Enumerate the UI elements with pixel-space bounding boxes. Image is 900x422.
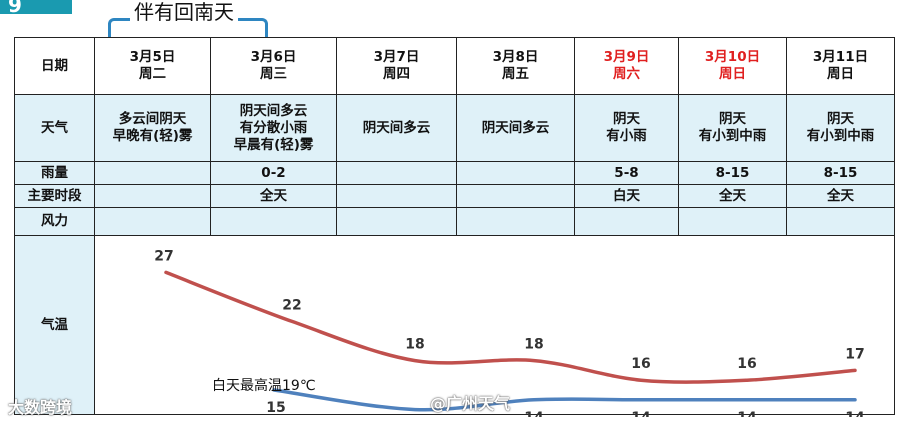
date-cell: 3月5日 周二 xyxy=(94,37,211,95)
row-label-rain: 雨量 xyxy=(14,161,95,185)
data-label: 15 xyxy=(266,400,285,416)
date-label: 3月11日 xyxy=(812,49,869,65)
rain-cell xyxy=(456,161,575,185)
weather-cell: 多云间阴天 早晚有(轻)雾 xyxy=(94,94,211,162)
period-cell: 全天 xyxy=(786,184,895,208)
weather-line: 有分散小雨 xyxy=(239,119,308,136)
data-label: 14 xyxy=(631,410,651,417)
weather-line: 有小雨 xyxy=(606,128,647,144)
temperature-plot-cell xyxy=(94,235,895,415)
rain-cell: 5-8 xyxy=(574,161,679,185)
weekday-label: 周四 xyxy=(383,66,410,82)
weekday-label: 周五 xyxy=(502,66,529,82)
weather-line: 早晨有(轻)雾 xyxy=(233,136,314,153)
section-badge: 9 xyxy=(0,0,72,14)
weather-line: 有小到中雨 xyxy=(806,128,875,144)
weekday-label: 周三 xyxy=(260,66,287,82)
weekday-label: 周日 xyxy=(719,66,746,82)
wind-row: 风力 xyxy=(14,207,895,236)
weather-line: 阴天 xyxy=(719,111,746,127)
data-label: 27 xyxy=(154,248,173,264)
weather-line: 阴天间多云 xyxy=(239,102,308,119)
weather-cell: 阴天间多云 有分散小雨 早晨有(轻)雾 xyxy=(210,94,337,162)
wind-cell xyxy=(94,207,211,236)
weather-cell: 阴天间多云 xyxy=(456,94,575,162)
date-cell-weekend: 3月10日 周日 xyxy=(678,37,787,95)
rain-cell: 0-2 xyxy=(210,161,337,185)
period-cell: 全天 xyxy=(678,184,787,208)
wind-cell xyxy=(678,207,787,236)
weather-line: 阴天 xyxy=(827,111,854,127)
date-label: 3月5日 xyxy=(129,49,176,65)
period-cell: 全天 xyxy=(210,184,337,208)
series-line-high xyxy=(164,270,857,384)
period-cell: 白天 xyxy=(574,184,679,208)
wind-cell xyxy=(210,207,337,236)
row-label-weather: 天气 xyxy=(14,94,95,162)
weather-cell: 阴天 有小到中雨 xyxy=(678,94,787,162)
data-label: 17 xyxy=(845,346,864,362)
weather-line: 有小到中雨 xyxy=(698,128,767,144)
weekday-label: 周二 xyxy=(139,66,166,82)
data-label: 14 xyxy=(737,410,757,417)
row-label-wind: 风力 xyxy=(14,207,95,236)
weather-line: 阴天 xyxy=(613,111,640,127)
data-label: 16 xyxy=(737,356,756,372)
temperature-row: 气温 xyxy=(14,235,895,415)
row-label-temperature: 气温 xyxy=(14,235,95,415)
wind-cell xyxy=(456,207,575,236)
series-line-low xyxy=(272,388,857,412)
weather-line: 多云间阴天 xyxy=(118,111,187,127)
weather-line: 阴天间多云 xyxy=(481,119,550,136)
rain-cell xyxy=(94,161,211,185)
chart-annotation: 白天最高温19℃ xyxy=(212,378,316,394)
weather-cell: 阴天 有小到中雨 xyxy=(786,94,895,162)
date-cell-weekend: 3月9日 周六 xyxy=(574,37,679,95)
wind-cell xyxy=(574,207,679,236)
date-cell: 3月6日 周三 xyxy=(210,37,337,95)
period-cell xyxy=(456,184,575,208)
data-label: 18 xyxy=(405,337,424,353)
date-label: 3月7日 xyxy=(373,49,420,65)
rain-cell: 8-15 xyxy=(786,161,895,185)
weather-row: 天气 多云间阴天 早晚有(轻)雾 阴天间多云 有分散小雨 早晨有(轻)雾 阴天间多云 … xyxy=(14,94,895,162)
data-label: 18 xyxy=(524,337,543,353)
row-label-date: 日期 xyxy=(14,37,95,95)
forecast-table: 日期 3月5日 周二 3月6日 周三 3月7日 周四 3月8日 周五 3月9日 周六 3月… xyxy=(14,37,895,415)
period-cell xyxy=(336,184,457,208)
rain-cell xyxy=(336,161,457,185)
data-label: 14 xyxy=(845,410,865,417)
date-cell: 3月7日 周四 xyxy=(336,37,457,95)
watermark-right: @广州天气 xyxy=(430,394,511,413)
rain-cell: 8-15 xyxy=(678,161,787,185)
data-label: 16 xyxy=(631,356,650,372)
date-row: 日期 3月5日 周二 3月6日 周三 3月7日 周四 3月8日 周五 3月9日 周六 3月… xyxy=(14,37,895,95)
weather-line: 早晚有(轻)雾 xyxy=(112,128,193,144)
row-label-period: 主要时段 xyxy=(14,184,95,208)
date-cell: 3月8日 周五 xyxy=(456,37,575,95)
weekday-label: 周六 xyxy=(613,66,640,82)
weather-line: 阴天间多云 xyxy=(362,119,431,136)
rain-row: 雨量 0-2 5-8 8-15 8-15 xyxy=(14,161,895,185)
date-label: 3月10日 xyxy=(704,49,761,65)
data-label: 22 xyxy=(282,297,301,313)
headline: 伴有回南天 xyxy=(130,0,238,25)
wind-cell xyxy=(786,207,895,236)
date-label: 3月8日 xyxy=(492,49,539,65)
weather-cell: 阴天 有小雨 xyxy=(574,94,679,162)
date-label: 3月9日 xyxy=(603,49,650,65)
period-cell xyxy=(94,184,211,208)
data-label: 14 xyxy=(524,410,544,417)
period-row: 主要时段 全天 白天 全天 全天 xyxy=(14,184,895,208)
date-cell: 3月11日 周日 xyxy=(786,37,895,95)
temperature-chart: 27221818161617151314141414 xyxy=(154,248,865,417)
wind-cell xyxy=(336,207,457,236)
date-label: 3月6日 xyxy=(250,49,297,65)
weekday-label: 周日 xyxy=(827,66,854,82)
watermark-left: 大数跨境 xyxy=(8,398,73,417)
weather-cell: 阴天间多云 xyxy=(336,94,457,162)
